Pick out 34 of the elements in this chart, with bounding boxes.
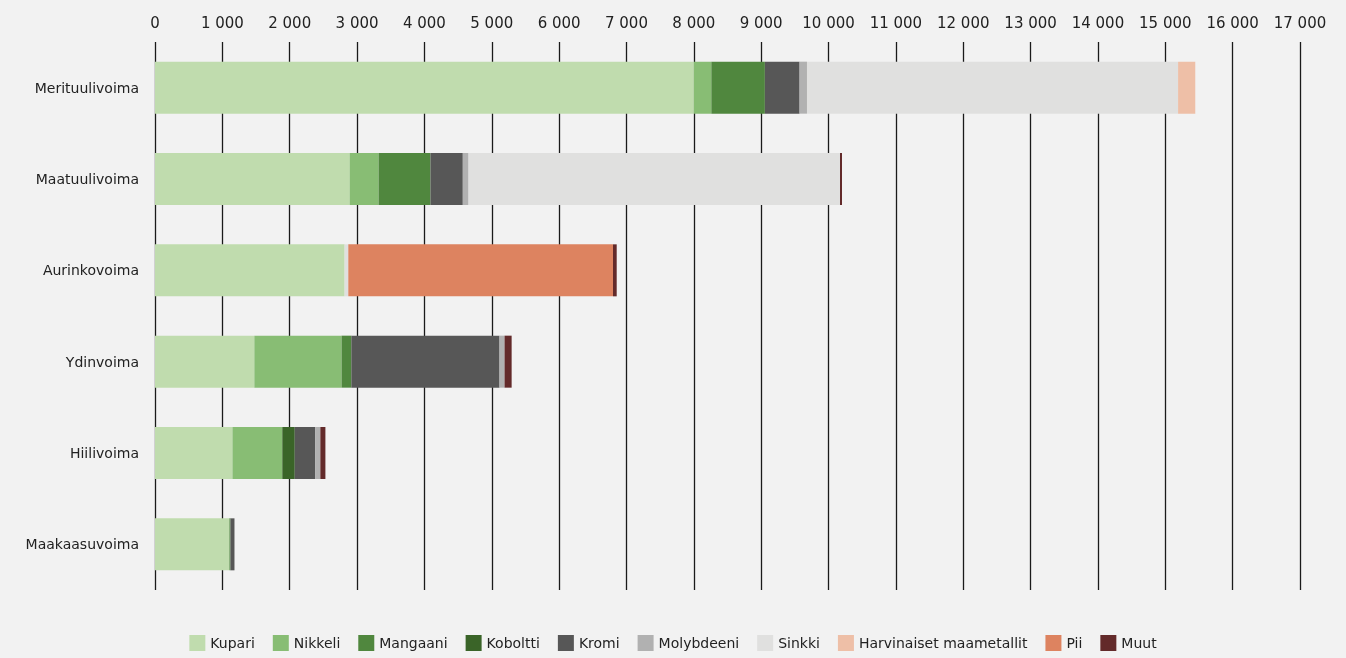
x-tick-label: 12 000 (936, 13, 990, 32)
legend-label: Sinkki (778, 635, 820, 651)
x-tick-label: 7 000 (604, 13, 648, 32)
legend-label: Pii (1066, 635, 1083, 651)
x-tick-label: 14 000 (1071, 13, 1125, 32)
x-tick-label: 8 000 (672, 13, 716, 32)
legend-label: Koboltti (486, 635, 540, 651)
x-tick-label: 10 000 (802, 13, 855, 32)
y-tick-label: Aurinkovoima (42, 262, 139, 279)
x-tick-label: 16 000 (1206, 13, 1259, 32)
x-tick-label: 4 000 (402, 13, 446, 32)
y-tick-label: Maakaasuvoima (25, 536, 139, 553)
x-tick-label: 9 000 (739, 13, 783, 32)
x-tick-label: 13 000 (1004, 13, 1057, 32)
legend-label: Molybdeeni (658, 635, 740, 651)
x-tick-label: 3 000 (335, 13, 379, 32)
y-tick-label: Ydinvoima (64, 353, 139, 370)
x-tick-label: 0 (150, 13, 160, 32)
legend-label: Kupari (210, 635, 255, 651)
y-tick-label: Hiilivoima (69, 445, 139, 461)
x-tick-label: 1 000 (200, 13, 244, 32)
legend-label: Kromi (578, 635, 620, 651)
legend-label: Mangaani (379, 635, 448, 651)
y-tick-label: Merituulivoima (34, 79, 139, 96)
x-tick-label: 17 000 (1273, 13, 1327, 32)
x-tick-label: 15 000 (1139, 13, 1192, 32)
legend-label: Muut (1121, 635, 1158, 651)
x-tick-label: 6 000 (537, 13, 581, 32)
x-tick-label: 5 000 (470, 13, 514, 32)
x-tick-label: 11 000 (869, 13, 923, 32)
legend-label: Nikkeli (293, 635, 341, 651)
y-tick-label: Maatuulivoima (35, 171, 139, 187)
x-tick-label: 2 000 (268, 13, 312, 32)
legend-label: Harvinaiset maametallit (858, 635, 1028, 651)
